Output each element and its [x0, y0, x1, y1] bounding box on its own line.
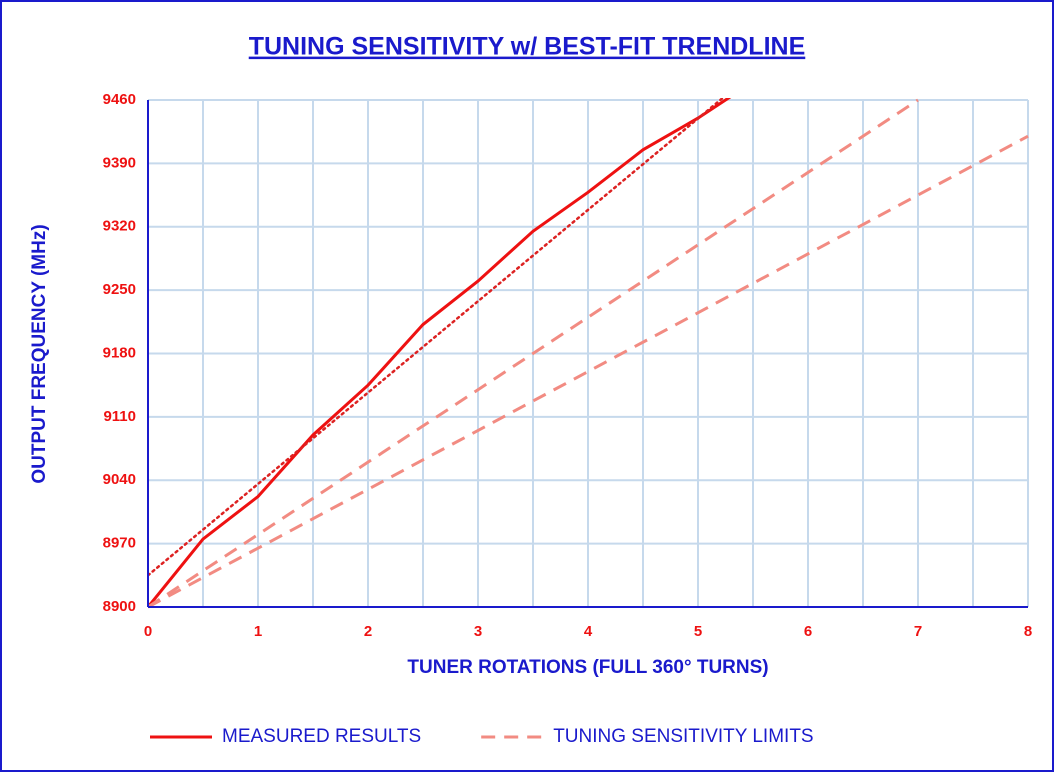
y-tick-label: 8970 — [103, 535, 136, 552]
series-line — [148, 134, 1029, 609]
legend-label: MEASURED RESULTS — [222, 726, 421, 747]
y-tick-label: 9390 — [103, 154, 136, 171]
x-tick-label: 0 — [144, 623, 152, 640]
axes: 8900 8970 9040 9110 9180 9250 9320 9390 9460 0 1 2 3… — [103, 91, 1033, 747]
y-tick-label: 9460 — [103, 91, 136, 108]
x-tick-label: 8 — [1024, 623, 1032, 640]
x-tick-label: 4 — [584, 623, 593, 640]
x-axis-title: TUNER ROTATIONS (FULL 360° TURNS) — [407, 657, 768, 678]
y-tick-label: 8900 — [103, 598, 136, 615]
legend-label: TUNING SENSITIVITY LIMITS — [553, 726, 813, 747]
plot — [148, 98, 1029, 609]
series-line — [148, 98, 732, 608]
y-axis-title: OUTPUT FREQUENCY (MHz) — [29, 224, 50, 483]
y-tick-label: 9250 — [103, 281, 136, 298]
x-tick-label: 1 — [254, 623, 262, 640]
x-tick-label: 3 — [474, 623, 482, 640]
y-tick-label: 9320 — [103, 218, 136, 235]
y-tick-label: 9110 — [103, 408, 136, 425]
x-tick-label: 2 — [364, 623, 372, 640]
chart-title: TUNING SENSITIVITY w/ BEST-FIT TRENDLINE — [249, 33, 806, 61]
y-tick-label: 9040 — [103, 471, 136, 488]
y-tick-label: 9180 — [103, 344, 136, 361]
grid — [147, 99, 1029, 608]
x-tick-label: 5 — [694, 623, 702, 640]
x-tick-label: 6 — [804, 623, 812, 640]
series-line — [148, 98, 919, 609]
series-line — [148, 98, 725, 577]
x-tick-label: 7 — [914, 623, 922, 640]
